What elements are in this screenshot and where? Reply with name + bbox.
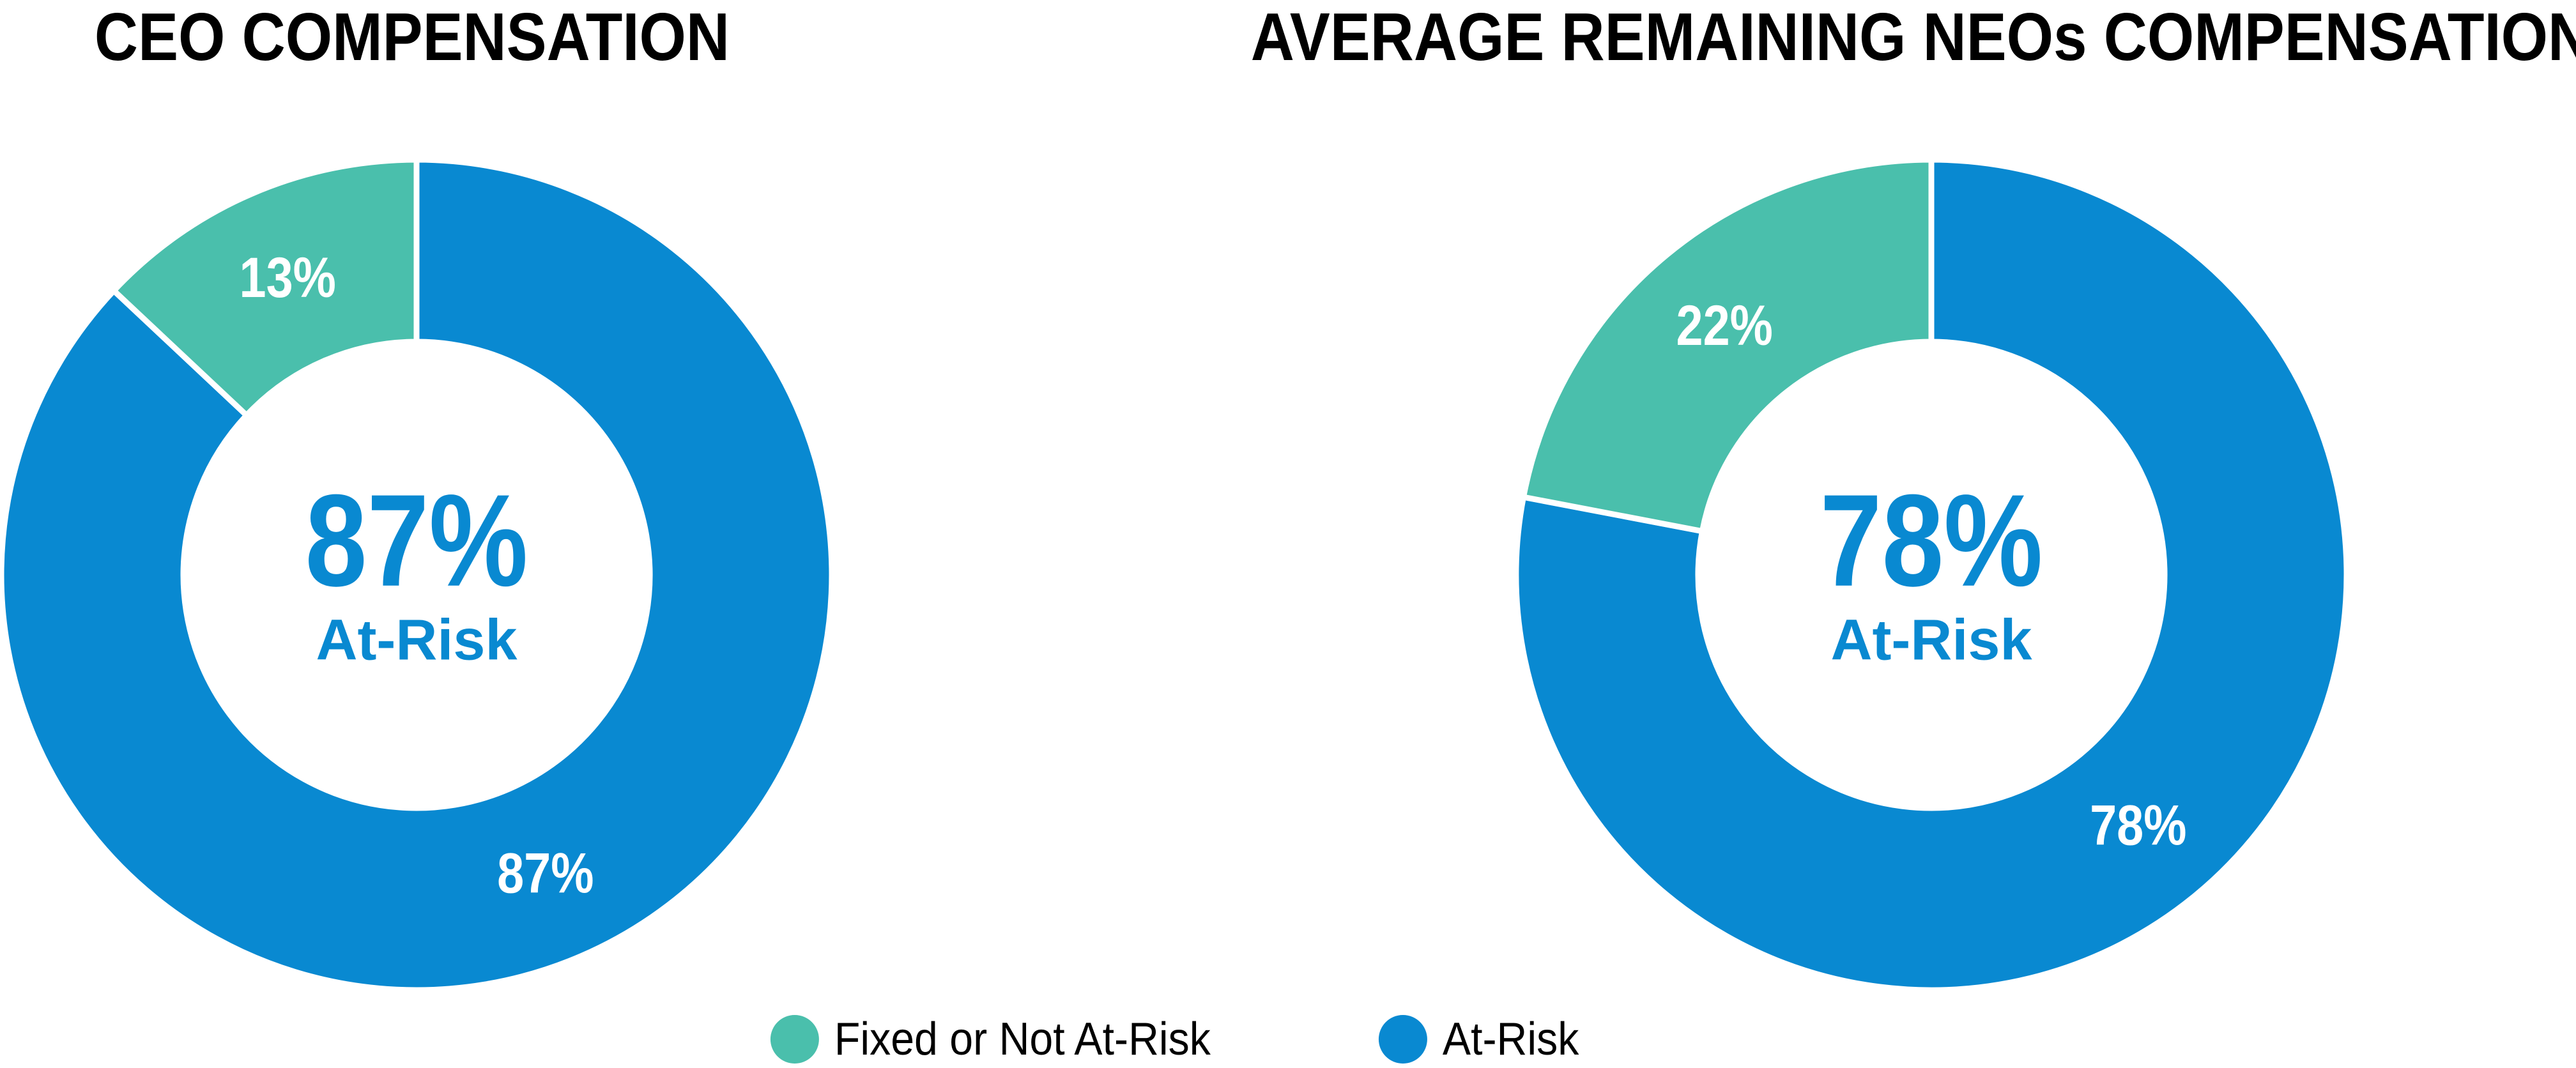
- chart-title-ceo: CEO COMPENSATION: [94, 0, 730, 75]
- donut-slice-fixed-or-not-at-risk: [1520, 158, 1935, 535]
- center-label-neos: At-Risk: [1830, 608, 2032, 673]
- slice-label-fixed-or-not-at-risk: 13%: [240, 245, 336, 309]
- donut-slice-at-risk: [1515, 158, 2348, 991]
- chart-title-neos: AVERAGE REMAINING NEOs COMPENSATION: [1250, 0, 2576, 75]
- legend-swatch-at-risk-icon: [1379, 1015, 1428, 1064]
- legend-label-fixed: Fixed or Not At-Risk: [834, 1014, 1211, 1065]
- legend-label-at-risk: At-Risk: [1443, 1014, 1579, 1065]
- center-value-ceo: 87%: [305, 467, 528, 614]
- donut-chart-ceo: 87% 13% 87% At-Risk: [0, 158, 833, 991]
- donut-slice-fixed-or-not-at-risk: [109, 158, 420, 420]
- donut-svg-ceo: 87% 13%: [0, 158, 833, 991]
- center-label-ceo: At-Risk: [316, 608, 518, 673]
- center-value-neos: 78%: [1820, 467, 2043, 614]
- legend-swatch-fixed-icon: [770, 1015, 819, 1064]
- donut-slice-at-risk: [0, 158, 833, 991]
- legend-item-at-risk: At-Risk: [1379, 1013, 1591, 1065]
- slice-label-at-risk: 78%: [2090, 793, 2186, 857]
- slice-label-at-risk: 87%: [497, 841, 594, 905]
- slice-label-fixed-or-not-at-risk: 22%: [1676, 293, 1773, 357]
- legend-item-fixed: Fixed or Not At-Risk: [770, 1013, 1243, 1065]
- donut-svg-neos: 78% 22%: [1515, 158, 2348, 991]
- legend: Fixed or Not At-Risk At-Risk: [770, 1013, 1591, 1065]
- donut-center-ceo: 87% At-Risk: [286, 467, 548, 673]
- donut-center-neos: 78% At-Risk: [1800, 467, 2062, 673]
- donut-chart-neos: 78% 22% 78% At-Risk: [1515, 158, 2348, 991]
